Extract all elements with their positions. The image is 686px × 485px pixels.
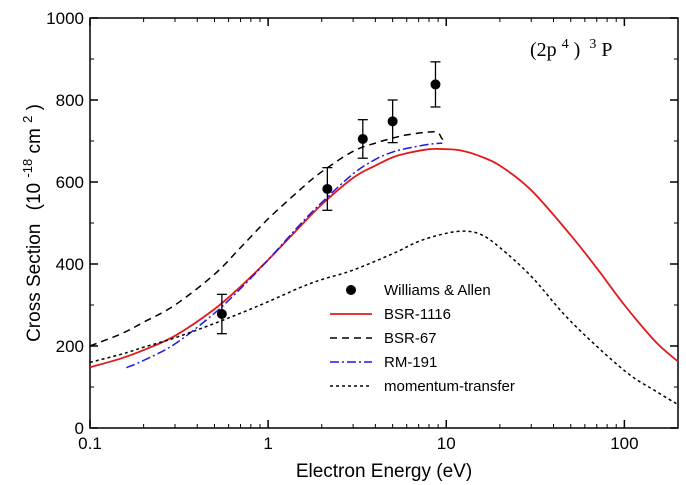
annotation-close: ): [574, 39, 581, 61]
data-points: [216, 61, 441, 335]
series-line-rm-191: [126, 142, 443, 369]
y-axis-title-unit-close: ): [24, 104, 45, 110]
data-point: [322, 183, 333, 194]
y-axis-title-unit-exp: -18: [20, 159, 35, 178]
series-line-momentum-transfer: [89, 230, 679, 406]
annotation-term: P: [601, 39, 612, 61]
y-axis-title-main: Cross Section: [24, 224, 45, 342]
y-tick-label: 200: [56, 337, 84, 356]
term-annotation: (2p 4 ) 3 P: [530, 31, 612, 61]
legend: Williams & Allen BSR-1116 BSR-67 RM-191 mome…: [330, 282, 515, 395]
x-tick-label: 1: [263, 434, 272, 453]
annotation-sup2: 3: [589, 37, 596, 52]
y-tick-label: 0: [75, 419, 84, 438]
legend-label-rm-191: RM-191: [384, 354, 437, 371]
x-tick-label: 0.1: [78, 434, 102, 453]
x-tick-label: 10: [437, 434, 456, 453]
annotation-sup1: 4: [562, 37, 569, 52]
legend-label-bsr-67: BSR-67: [384, 330, 437, 347]
data-point: [357, 133, 368, 144]
y-tick-label: 1000: [46, 9, 84, 28]
series-lines: [89, 131, 679, 406]
x-axis-title: Electron Energy (eV): [296, 461, 472, 482]
y-axis-title: Cross Section (10 -18 cm 2 ): [16, 104, 45, 342]
data-point: [387, 116, 398, 127]
x-tick-label: 100: [610, 434, 638, 453]
data-point: [216, 309, 227, 320]
y-axis-title-unit-mid: cm: [24, 128, 45, 153]
series-line-bsr-1116: [89, 147, 679, 369]
legend-marker-williams-allen: [346, 285, 356, 295]
annotation-config: (2p: [530, 39, 557, 61]
x-axis: 0.1 1 10 100: [78, 18, 639, 453]
y-tick-label: 600: [56, 173, 84, 192]
legend-label-williams-allen: Williams & Allen: [384, 282, 491, 299]
y-axis-title-unit-exp2: 2: [20, 116, 35, 123]
y-tick-label: 400: [56, 255, 84, 274]
data-point: [430, 79, 441, 90]
legend-label-bsr-1116: BSR-1116: [384, 306, 451, 323]
y-axis-title-unit-open: (10: [24, 183, 45, 210]
series-line-bsr-67: [89, 131, 447, 347]
legend-label-momentum-transfer: momentum-transfer: [384, 378, 515, 395]
y-axis: 0 200 400 600 800 1000: [46, 9, 678, 438]
y-tick-label: 800: [56, 91, 84, 110]
